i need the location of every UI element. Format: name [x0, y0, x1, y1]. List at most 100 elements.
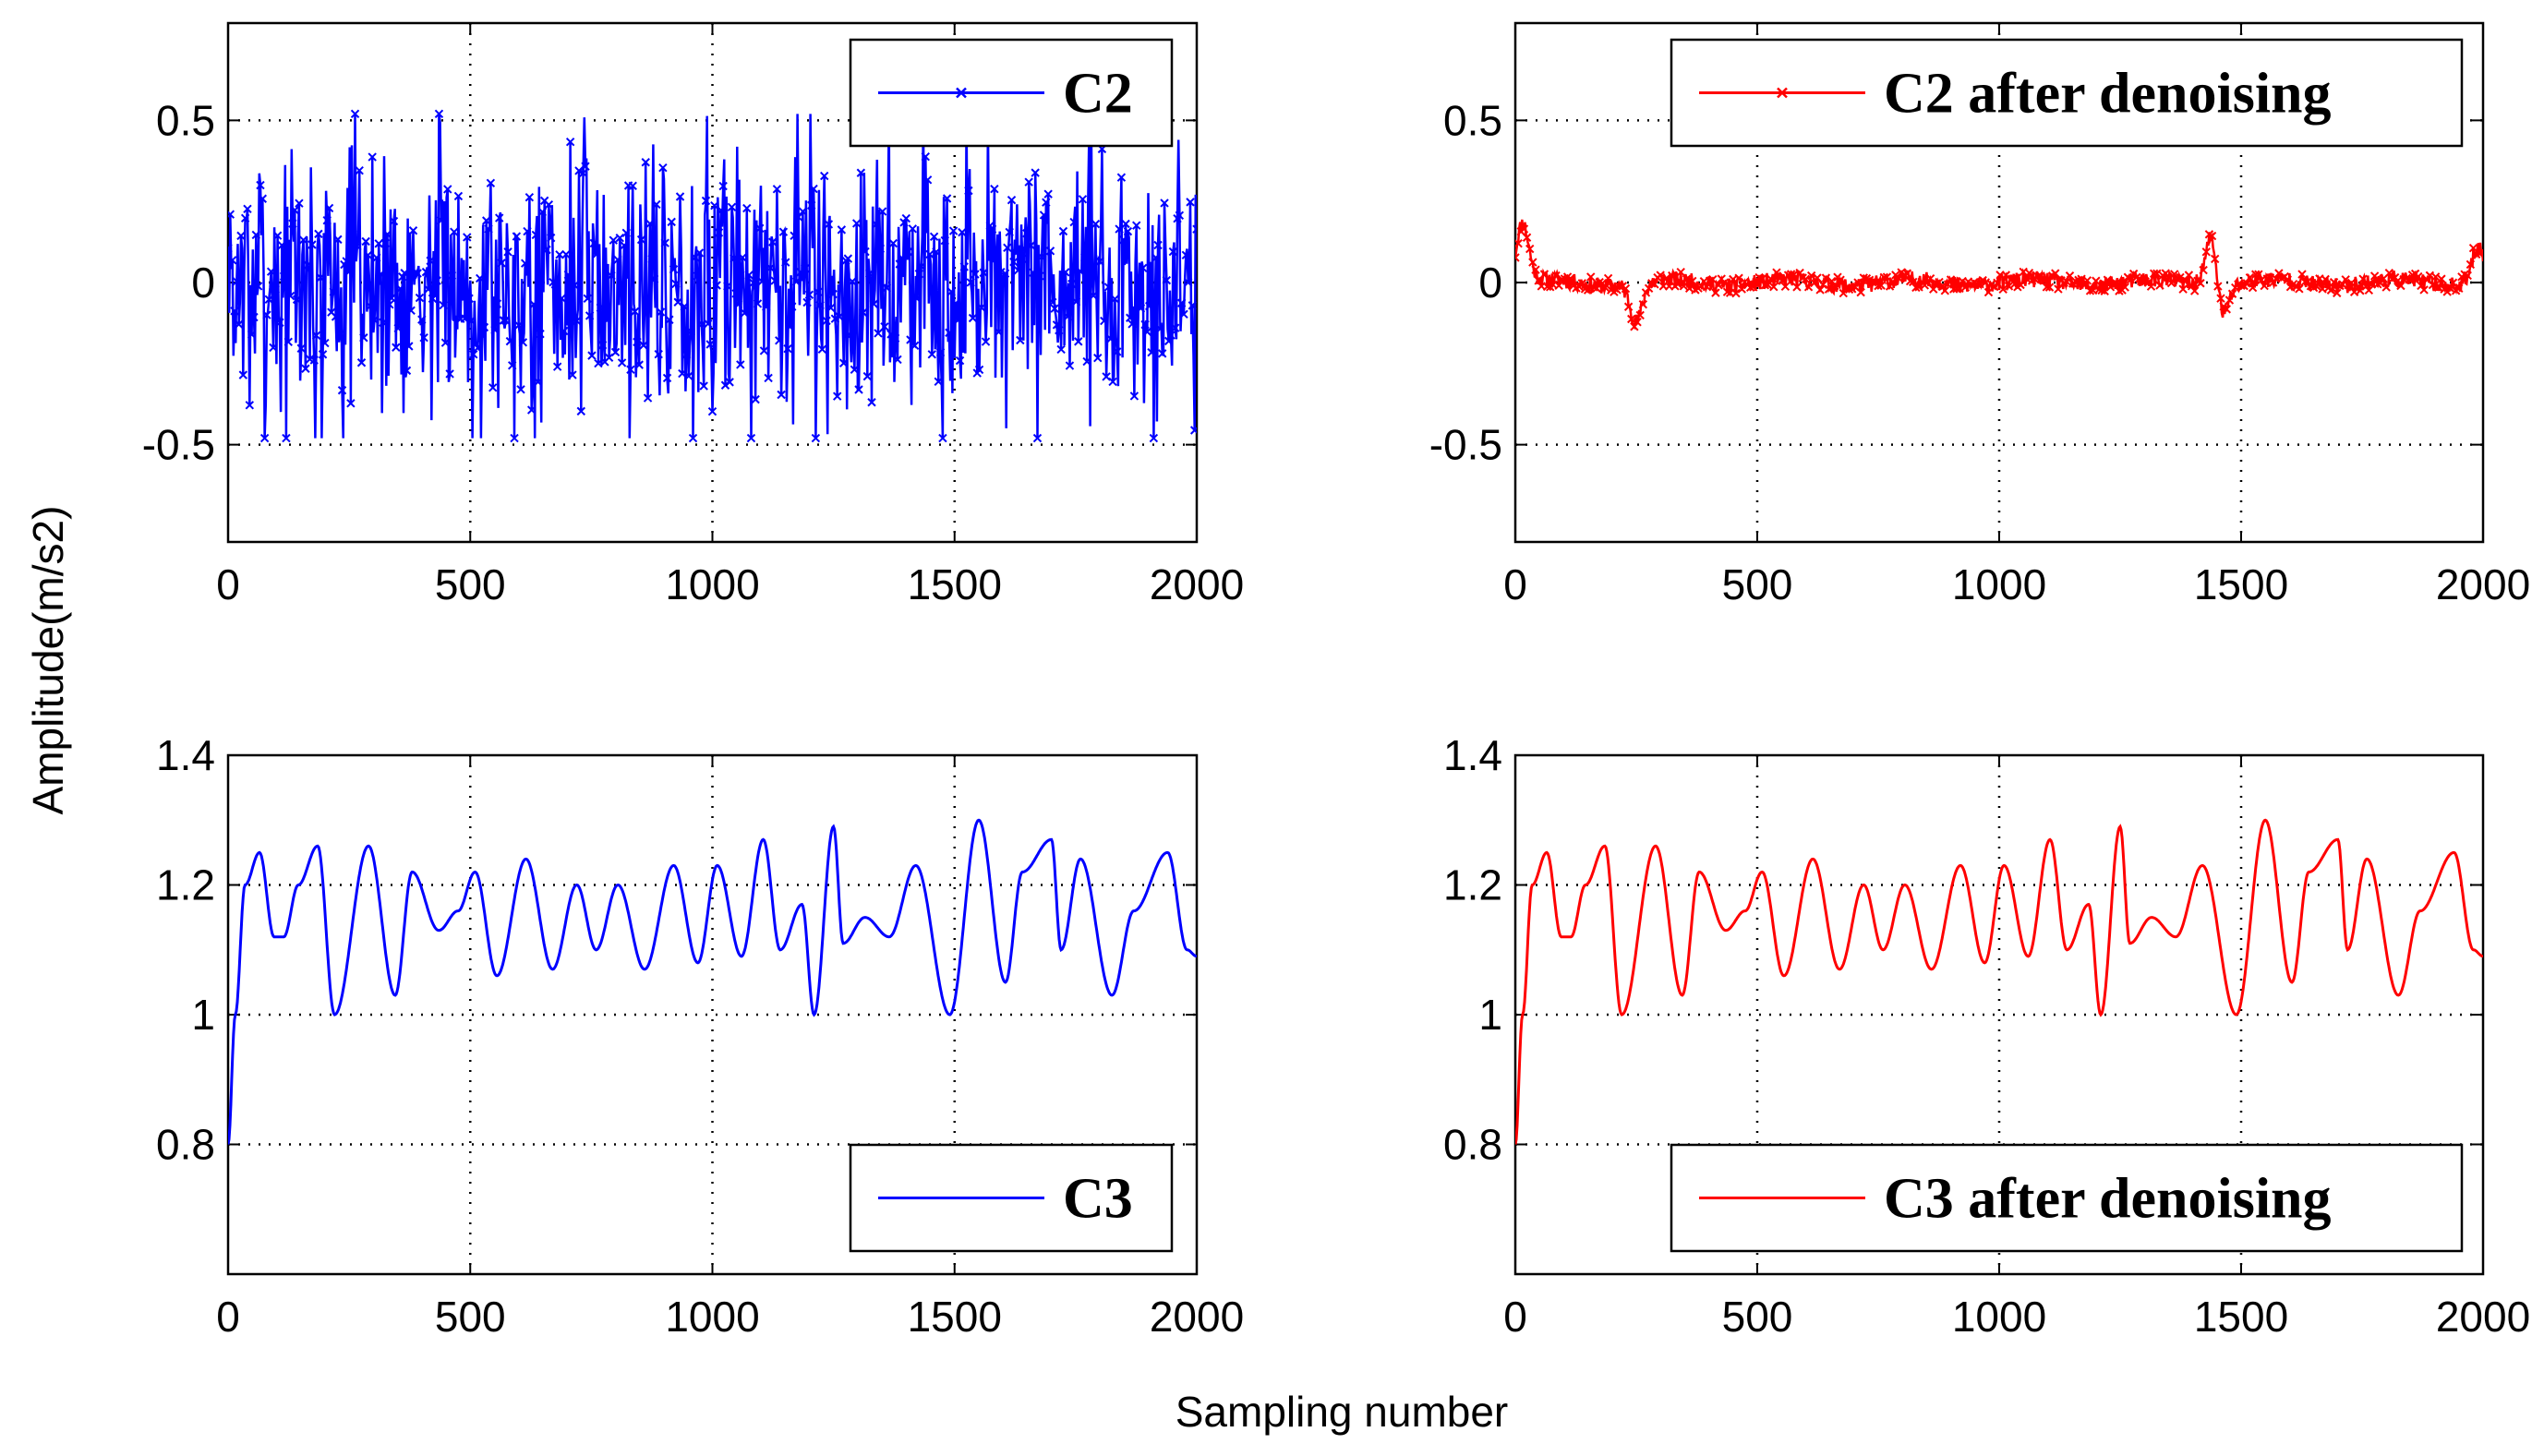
data-marker: [617, 358, 627, 367]
data-marker: [533, 378, 543, 387]
data-marker: [369, 315, 380, 325]
data-marker: [1082, 356, 1091, 367]
data-marker: [1091, 219, 1101, 229]
legend-marker: [1777, 87, 1788, 99]
data-marker: [1045, 247, 1055, 256]
series-line-c2d: [1515, 219, 2483, 331]
data-marker: [1752, 277, 1761, 287]
data-marker: [1119, 235, 1128, 245]
data-marker: [335, 330, 344, 339]
data-marker: [1078, 195, 1088, 204]
data-marker: [361, 236, 370, 247]
panel-c3d: 0 500 1000 1500 2000 0.8 1 1.2 1.4 C3 after denoi…: [1443, 731, 2530, 1341]
data-marker: [1772, 268, 1781, 277]
data-marker: [867, 398, 876, 407]
data-marker: [1623, 302, 1634, 311]
data-marker: [2478, 247, 2483, 257]
data-marker: [1810, 278, 1819, 288]
data-marker: [1780, 282, 1790, 292]
data-marker: [238, 370, 248, 379]
data-marker: [738, 253, 747, 262]
data-marker: [387, 294, 396, 303]
data-marker: [1998, 284, 2007, 295]
data-marker: [1018, 254, 1027, 263]
data-marker: [888, 238, 898, 248]
data-marker: [2184, 271, 2194, 280]
data-marker: [1790, 270, 1799, 279]
data-marker: [597, 341, 608, 350]
data-marker: [1113, 347, 1122, 356]
data-marker: [929, 232, 939, 242]
data-marker: [355, 165, 364, 175]
data-marker: [298, 235, 308, 245]
data-marker: [934, 377, 943, 386]
data-marker: [1139, 263, 1148, 272]
data-marker: [1638, 299, 1648, 309]
data-marker: [938, 433, 947, 443]
y-tick-label: 1: [1478, 991, 1502, 1039]
data-marker: [968, 313, 978, 323]
data-marker: [1132, 221, 1141, 230]
data-marker: [479, 322, 489, 332]
data-marker: [2039, 276, 2048, 285]
data-marker: [488, 383, 498, 392]
data-marker: [583, 294, 593, 304]
data-marker: [307, 240, 317, 249]
data-marker: [570, 281, 580, 290]
data-marker: [2295, 284, 2304, 294]
data-marker: [2437, 274, 2446, 283]
data-marker: [1186, 198, 1195, 207]
data-marker: [555, 250, 564, 259]
data-marker: [1821, 273, 1831, 283]
data-marker: [1127, 319, 1137, 329]
data-marker: [1615, 282, 1624, 291]
data-marker: [353, 242, 362, 251]
data-marker: [359, 333, 368, 343]
data-marker: [2149, 269, 2159, 279]
data-marker: [656, 307, 666, 317]
data-marker: [710, 200, 719, 211]
data-marker: [2007, 274, 2017, 283]
data-marker: [1056, 344, 1066, 355]
data-marker: [979, 268, 988, 278]
data-marker: [694, 248, 705, 258]
data-marker: [2166, 278, 2176, 288]
data-marker: [316, 273, 325, 283]
data-marker: [671, 279, 681, 289]
data-marker: [2237, 281, 2246, 290]
data-marker: [801, 264, 810, 273]
data-marker: [922, 175, 933, 185]
data-marker: [484, 224, 493, 234]
data-marker: [626, 365, 635, 374]
data-marker: [667, 217, 676, 227]
data-marker: [329, 287, 338, 296]
data-marker: [681, 350, 692, 359]
data-marker: [453, 191, 464, 201]
data-marker: [1644, 283, 1654, 293]
data-marker: [259, 433, 270, 443]
data-marker: [1661, 273, 1671, 283]
data-marker: [1145, 301, 1154, 311]
data-marker: [228, 244, 233, 253]
data-marker: [835, 312, 844, 321]
data-marker: [337, 386, 347, 395]
data-marker: [279, 271, 289, 281]
data-marker: [572, 316, 582, 326]
data-marker: [2434, 283, 2443, 292]
data-marker: [1786, 270, 1796, 279]
data-marker: [1719, 278, 1730, 287]
data-marker: [1176, 298, 1187, 307]
data-marker: [1134, 282, 1143, 292]
data-marker: [322, 215, 332, 225]
data-marker: [228, 256, 237, 265]
data-marker: [1157, 349, 1167, 358]
data-marker: [251, 230, 261, 240]
data-marker: [2245, 273, 2255, 283]
data-marker: [2201, 247, 2211, 257]
data-marker: [994, 327, 1004, 337]
data-marker: [2356, 286, 2365, 295]
data-marker: [1914, 283, 1923, 292]
data-marker: [512, 232, 522, 241]
data-marker: [901, 213, 911, 223]
data-marker: [1121, 219, 1130, 229]
